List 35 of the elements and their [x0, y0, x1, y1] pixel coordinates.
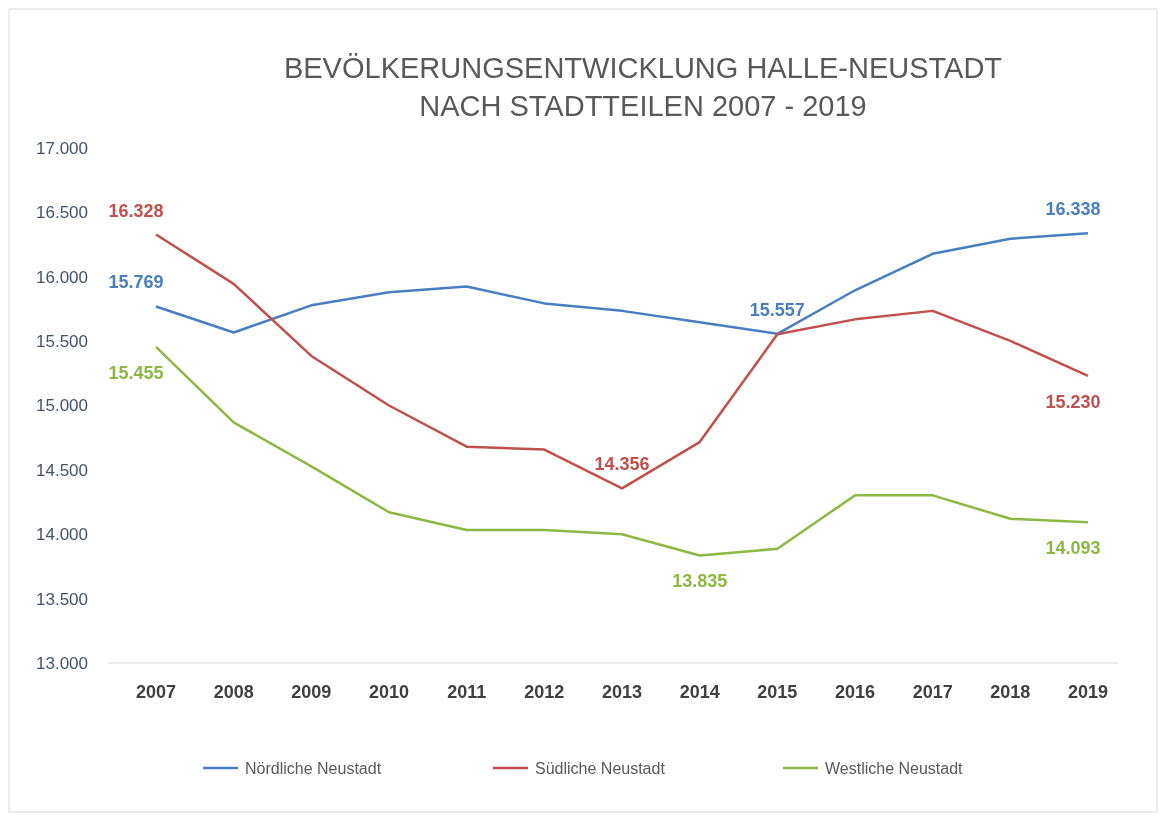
y-tick-label: 15.000	[36, 396, 88, 416]
x-tick-label: 2010	[368, 682, 410, 702]
data-label: 14.093	[1045, 538, 1101, 559]
data-label: 16.338	[1045, 199, 1101, 220]
x-tick-label: 2008	[213, 682, 254, 702]
data-label: 14.356	[594, 454, 650, 475]
x-tick-label: 2015	[757, 682, 798, 702]
y-tick-label: 14.500	[36, 460, 88, 480]
y-tick-label: 17.000	[36, 138, 88, 158]
data-label: 15.557	[749, 299, 805, 320]
x-tick-label: 2017	[912, 682, 953, 702]
y-tick-label: 13.000	[36, 653, 88, 673]
x-tick-label: 2018	[990, 682, 1031, 702]
data-label: 15.455	[108, 362, 164, 383]
x-tick-label: 2012	[524, 682, 565, 702]
legend-label: Nördliche Neustadt	[245, 759, 382, 777]
y-tick-label: 13.500	[36, 589, 88, 609]
x-tick-label: 2019	[1067, 682, 1109, 702]
legend-label: Südliche Neustadt	[535, 759, 666, 777]
x-tick-label: 2013	[601, 682, 643, 702]
data-label: 15.230	[1045, 391, 1101, 412]
x-tick-label: 2009	[291, 682, 332, 702]
legend-label: Westliche Neustadt	[825, 759, 964, 777]
x-tick-label: 2014	[679, 682, 720, 702]
x-tick-label: 2011	[447, 682, 487, 702]
y-tick-label: 14.000	[36, 525, 88, 545]
y-tick-label: 16.500	[36, 203, 88, 223]
chart-title: BEVÖLKERUNGSENTWICKLUNG HALLE-NEUSTADT NACH STADTTEILEN 2007 - 2019	[283, 52, 1003, 122]
x-tick-label: 2007	[135, 682, 177, 702]
y-tick-label: 16.000	[36, 267, 88, 287]
x-tick-label: 2016	[834, 682, 876, 702]
data-label: 13.835	[672, 571, 728, 592]
data-label: 15.769	[108, 272, 164, 293]
data-label: 16.328	[108, 200, 164, 221]
y-tick-label: 15.500	[36, 332, 88, 352]
